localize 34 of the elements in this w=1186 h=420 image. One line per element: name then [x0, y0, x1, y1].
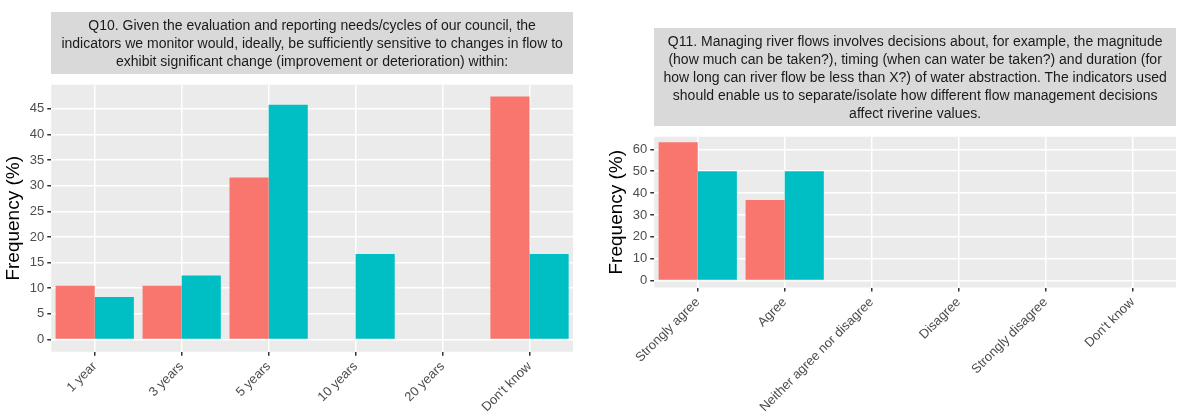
y-tick-label: 0	[37, 331, 45, 347]
bar	[94, 296, 134, 339]
y-tick-label: 10	[29, 279, 45, 295]
bar	[229, 177, 269, 339]
bar	[55, 285, 95, 339]
bar	[784, 171, 824, 280]
y-tick-label: 35	[29, 151, 45, 167]
y-tick-label: 20	[29, 228, 45, 244]
y-tick-label: 40	[632, 184, 648, 200]
bar	[529, 253, 569, 339]
y-tick-label: 30	[29, 177, 45, 193]
bar	[142, 285, 182, 339]
y-axis-title: Frequency (%)	[604, 149, 626, 275]
y-tick-label: 50	[632, 162, 648, 178]
y-tick-label: 10	[632, 250, 648, 266]
chart-title: Q11. Managing river flows involves decisions about, for example, the magnitude (how much can be taken?), timing (when can water be taken?) and duration (for how long can river flow be less than X?) of water abstraction. The indicators used should enable us to separate/isolate how different flow management decisions affect riverine values.	[654, 28, 1176, 126]
bar	[490, 96, 530, 339]
y-tick-label: 5	[37, 305, 45, 321]
y-tick-label: 40	[29, 126, 45, 142]
y-tick-label: 30	[632, 206, 648, 222]
y-tick-label: 25	[29, 202, 45, 218]
bar	[268, 104, 308, 339]
bar	[355, 253, 395, 339]
y-tick-label: 60	[632, 140, 648, 156]
y-tick-label: 0	[640, 272, 648, 288]
y-axis-title: Frequency (%)	[1, 155, 23, 281]
bar	[658, 142, 698, 280]
bar	[697, 171, 737, 280]
chart-title: Q10. Given the evaluation and reporting needs/cycles of our council, the indicators we monitor would, ideally, be sufficiently sensitive to changes in flow to exhibit significant change (improvement or deterioration) within:	[51, 12, 573, 74]
bar	[745, 200, 785, 280]
y-tick-label: 45	[29, 100, 45, 116]
y-tick-label: 15	[29, 254, 45, 270]
y-tick-label: 20	[632, 228, 648, 244]
bar	[181, 275, 221, 339]
